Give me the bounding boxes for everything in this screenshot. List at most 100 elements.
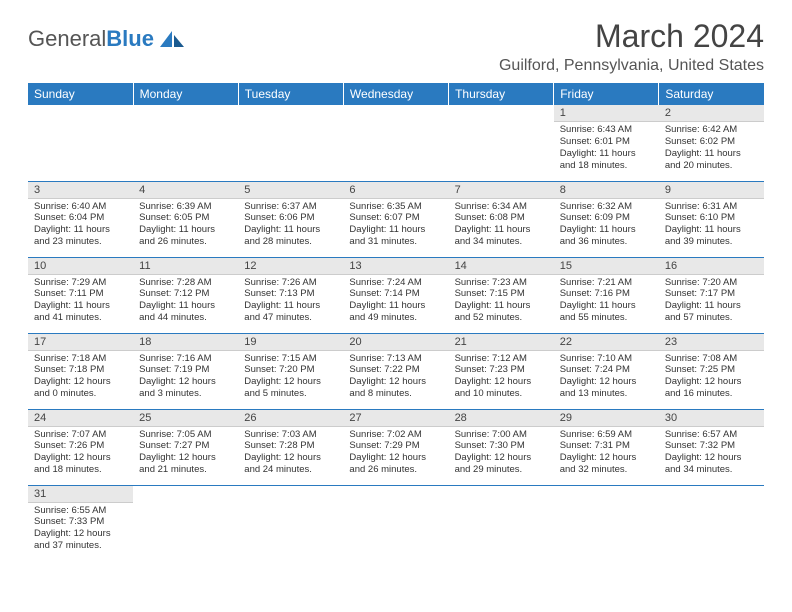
calendar-cell: 23Sunrise: 7:08 AMSunset: 7:25 PMDayligh… [659, 333, 764, 409]
sail-icon [158, 29, 186, 49]
calendar-row: 10Sunrise: 7:29 AMSunset: 7:11 PMDayligh… [28, 257, 764, 333]
day-details: Sunrise: 7:23 AMSunset: 7:15 PMDaylight:… [449, 275, 554, 329]
calendar-cell: 17Sunrise: 7:18 AMSunset: 7:18 PMDayligh… [28, 333, 133, 409]
sunset-line: Sunset: 6:10 PM [665, 212, 758, 224]
sunrise-line: Sunrise: 7:26 AM [244, 277, 337, 289]
daylight-line: Daylight: 11 hours and 28 minutes. [244, 224, 337, 248]
sunset-line: Sunset: 7:16 PM [560, 288, 653, 300]
day-number: 12 [238, 258, 343, 275]
calendar-cell: 31Sunrise: 6:55 AMSunset: 7:33 PMDayligh… [28, 485, 133, 561]
day-details: Sunrise: 7:26 AMSunset: 7:13 PMDaylight:… [238, 275, 343, 329]
daylight-line: Daylight: 11 hours and 52 minutes. [455, 300, 548, 324]
calendar-cell: 13Sunrise: 7:24 AMSunset: 7:14 PMDayligh… [343, 257, 448, 333]
day-number: 23 [659, 334, 764, 351]
sunset-line: Sunset: 7:25 PM [665, 364, 758, 376]
day-number: 26 [238, 410, 343, 427]
day-details: Sunrise: 7:20 AMSunset: 7:17 PMDaylight:… [659, 275, 764, 329]
day-number: 20 [343, 334, 448, 351]
daylight-line: Daylight: 12 hours and 10 minutes. [455, 376, 548, 400]
calendar-cell: 10Sunrise: 7:29 AMSunset: 7:11 PMDayligh… [28, 257, 133, 333]
day-number: 17 [28, 334, 133, 351]
daylight-line: Daylight: 11 hours and 47 minutes. [244, 300, 337, 324]
day-details: Sunrise: 6:31 AMSunset: 6:10 PMDaylight:… [659, 199, 764, 253]
calendar-cell: 15Sunrise: 7:21 AMSunset: 7:16 PMDayligh… [554, 257, 659, 333]
day-number: 27 [343, 410, 448, 427]
sunset-line: Sunset: 7:32 PM [665, 440, 758, 452]
sunset-line: Sunset: 7:19 PM [139, 364, 232, 376]
logo-text-2: Blue [106, 26, 154, 51]
sunrise-line: Sunrise: 7:24 AM [349, 277, 442, 289]
day-number: 21 [449, 334, 554, 351]
day-number: 28 [449, 410, 554, 427]
title-block: March 2024 Guilford, Pennsylvania, Unite… [499, 18, 764, 75]
sunrise-line: Sunrise: 6:43 AM [560, 124, 653, 136]
day-details: Sunrise: 6:37 AMSunset: 6:06 PMDaylight:… [238, 199, 343, 253]
calendar-cell: 9Sunrise: 6:31 AMSunset: 6:10 PMDaylight… [659, 181, 764, 257]
sunrise-line: Sunrise: 6:37 AM [244, 201, 337, 213]
day-number: 18 [133, 334, 238, 351]
day-details: Sunrise: 6:57 AMSunset: 7:32 PMDaylight:… [659, 427, 764, 481]
day-header: Wednesday [343, 83, 448, 105]
daylight-line: Daylight: 12 hours and 0 minutes. [34, 376, 127, 400]
daylight-line: Daylight: 11 hours and 55 minutes. [560, 300, 653, 324]
sunrise-line: Sunrise: 6:31 AM [665, 201, 758, 213]
sunrise-line: Sunrise: 6:42 AM [665, 124, 758, 136]
sunrise-line: Sunrise: 7:16 AM [139, 353, 232, 365]
daylight-line: Daylight: 12 hours and 3 minutes. [139, 376, 232, 400]
sunset-line: Sunset: 7:22 PM [349, 364, 442, 376]
day-header: Sunday [28, 83, 133, 105]
daylight-line: Daylight: 12 hours and 16 minutes. [665, 376, 758, 400]
calendar-cell-empty [343, 105, 448, 181]
sunrise-line: Sunrise: 7:21 AM [560, 277, 653, 289]
daylight-line: Daylight: 12 hours and 24 minutes. [244, 452, 337, 476]
calendar-cell: 14Sunrise: 7:23 AMSunset: 7:15 PMDayligh… [449, 257, 554, 333]
day-details: Sunrise: 7:03 AMSunset: 7:28 PMDaylight:… [238, 427, 343, 481]
day-details: Sunrise: 7:18 AMSunset: 7:18 PMDaylight:… [28, 351, 133, 405]
day-number: 14 [449, 258, 554, 275]
daylight-line: Daylight: 11 hours and 26 minutes. [139, 224, 232, 248]
calendar-row: 31Sunrise: 6:55 AMSunset: 7:33 PMDayligh… [28, 485, 764, 561]
calendar-cell: 24Sunrise: 7:07 AMSunset: 7:26 PMDayligh… [28, 409, 133, 485]
calendar-cell: 29Sunrise: 6:59 AMSunset: 7:31 PMDayligh… [554, 409, 659, 485]
sunset-line: Sunset: 7:30 PM [455, 440, 548, 452]
sunset-line: Sunset: 7:33 PM [34, 516, 127, 528]
daylight-line: Daylight: 12 hours and 21 minutes. [139, 452, 232, 476]
daylight-line: Daylight: 11 hours and 23 minutes. [34, 224, 127, 248]
daylight-line: Daylight: 11 hours and 18 minutes. [560, 148, 653, 172]
day-details: Sunrise: 7:13 AMSunset: 7:22 PMDaylight:… [343, 351, 448, 405]
sunrise-line: Sunrise: 7:15 AM [244, 353, 337, 365]
calendar-table: SundayMondayTuesdayWednesdayThursdayFrid… [28, 83, 764, 561]
sunrise-line: Sunrise: 6:34 AM [455, 201, 548, 213]
sunrise-line: Sunrise: 7:00 AM [455, 429, 548, 441]
calendar-cell: 27Sunrise: 7:02 AMSunset: 7:29 PMDayligh… [343, 409, 448, 485]
sunrise-line: Sunrise: 6:32 AM [560, 201, 653, 213]
logo-text-1: General [28, 26, 106, 51]
sunrise-line: Sunrise: 7:23 AM [455, 277, 548, 289]
sunrise-line: Sunrise: 7:05 AM [139, 429, 232, 441]
day-number: 31 [28, 486, 133, 503]
day-number: 10 [28, 258, 133, 275]
sunrise-line: Sunrise: 7:03 AM [244, 429, 337, 441]
sunset-line: Sunset: 6:08 PM [455, 212, 548, 224]
daylight-line: Daylight: 11 hours and 34 minutes. [455, 224, 548, 248]
calendar-cell: 22Sunrise: 7:10 AMSunset: 7:24 PMDayligh… [554, 333, 659, 409]
sunrise-line: Sunrise: 7:12 AM [455, 353, 548, 365]
calendar-row: 1Sunrise: 6:43 AMSunset: 6:01 PMDaylight… [28, 105, 764, 181]
calendar-cell-empty [238, 105, 343, 181]
calendar-cell: 25Sunrise: 7:05 AMSunset: 7:27 PMDayligh… [133, 409, 238, 485]
day-number: 16 [659, 258, 764, 275]
calendar-cell-empty [554, 485, 659, 561]
day-details: Sunrise: 7:29 AMSunset: 7:11 PMDaylight:… [28, 275, 133, 329]
sunset-line: Sunset: 6:04 PM [34, 212, 127, 224]
day-number: 9 [659, 182, 764, 199]
day-details: Sunrise: 7:08 AMSunset: 7:25 PMDaylight:… [659, 351, 764, 405]
sunrise-line: Sunrise: 7:07 AM [34, 429, 127, 441]
calendar-cell: 28Sunrise: 7:00 AMSunset: 7:30 PMDayligh… [449, 409, 554, 485]
day-details: Sunrise: 6:42 AMSunset: 6:02 PMDaylight:… [659, 122, 764, 176]
calendar-cell: 2Sunrise: 6:42 AMSunset: 6:02 PMDaylight… [659, 105, 764, 181]
calendar-row: 17Sunrise: 7:18 AMSunset: 7:18 PMDayligh… [28, 333, 764, 409]
sunrise-line: Sunrise: 7:29 AM [34, 277, 127, 289]
day-details: Sunrise: 6:59 AMSunset: 7:31 PMDaylight:… [554, 427, 659, 481]
sunset-line: Sunset: 7:13 PM [244, 288, 337, 300]
day-number: 29 [554, 410, 659, 427]
